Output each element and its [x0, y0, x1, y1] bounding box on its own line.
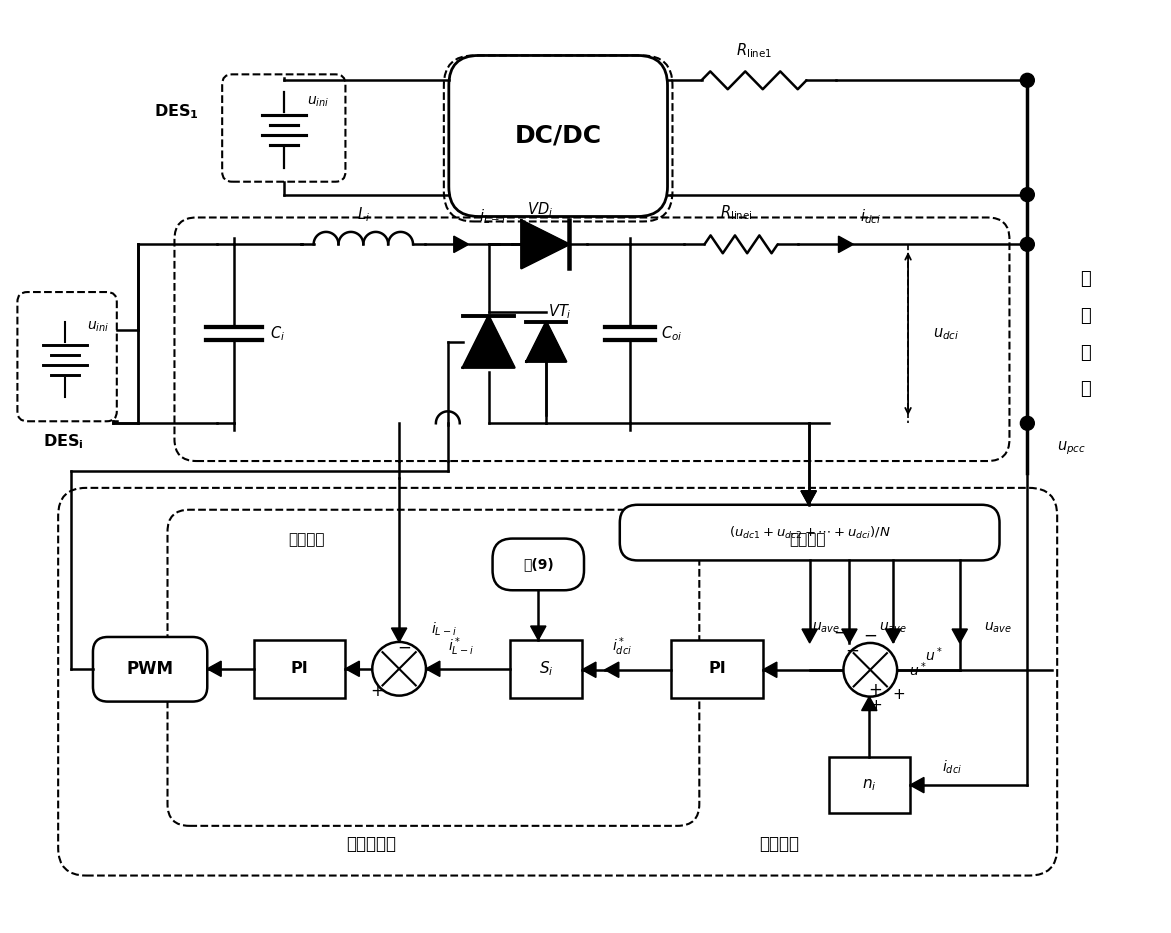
Text: PI: PI [708, 661, 726, 676]
Text: $n_i$: $n_i$ [862, 777, 877, 793]
Text: $C_{oi}$: $C_{oi}$ [660, 325, 683, 343]
Text: 式(9): 式(9) [523, 557, 554, 571]
Text: $u_{dci}$: $u_{dci}$ [933, 326, 959, 341]
Text: $i_{dci}$: $i_{dci}$ [860, 207, 881, 226]
Polygon shape [763, 662, 776, 677]
Polygon shape [454, 236, 468, 253]
Text: $R_{\rm linei}$: $R_{\rm linei}$ [720, 203, 753, 222]
Polygon shape [842, 629, 857, 643]
Text: $u_{ini}$: $u_{ini}$ [308, 95, 330, 109]
Polygon shape [862, 697, 877, 711]
Circle shape [1020, 237, 1034, 251]
Circle shape [372, 642, 426, 696]
Circle shape [843, 643, 897, 697]
Polygon shape [582, 662, 596, 677]
Circle shape [1020, 188, 1034, 202]
Polygon shape [952, 629, 967, 643]
Polygon shape [530, 626, 546, 640]
Text: $i_{L-i}$: $i_{L-i}$ [431, 620, 457, 638]
FancyBboxPatch shape [448, 55, 667, 216]
Text: $u_{ini}$: $u_{ini}$ [87, 320, 109, 334]
Polygon shape [801, 491, 816, 505]
Text: $+$: $+$ [370, 682, 384, 700]
Text: $u^*$: $u^*$ [909, 661, 927, 679]
Text: $(u_{dc1}+u_{dc2}+\cdots+u_{dci})/N$: $(u_{dc1}+u_{dc2}+\cdots+u_{dci})/N$ [728, 524, 891, 540]
Text: $S_i$: $S_i$ [539, 660, 554, 678]
Text: $C_i$: $C_i$ [271, 325, 286, 343]
Text: DC/DC: DC/DC [514, 124, 602, 148]
Text: $i_{L-i}$: $i_{L-i}$ [479, 207, 506, 226]
Text: $+$: $+$ [891, 687, 905, 703]
Polygon shape [426, 661, 440, 676]
Polygon shape [885, 629, 900, 643]
Polygon shape [391, 628, 406, 642]
Text: $u_{ave}$: $u_{ave}$ [984, 620, 1012, 635]
Text: $-$: $-$ [397, 638, 411, 656]
Text: $u_{ave}$: $u_{ave}$ [879, 620, 908, 635]
Text: 母: 母 [1080, 343, 1090, 362]
Polygon shape [207, 661, 221, 676]
Text: 电压外环: 电压外环 [759, 835, 799, 853]
Text: PWM: PWM [126, 661, 173, 678]
Text: 电压外环: 电压外环 [789, 532, 826, 547]
Text: $u_{ave}$: $u_{ave}$ [812, 620, 840, 635]
Polygon shape [802, 629, 817, 643]
Text: $R_{\rm line1}$: $R_{\rm line1}$ [735, 41, 772, 60]
Bar [511, 640, 582, 698]
Text: 流: 流 [1080, 307, 1090, 325]
Polygon shape [345, 661, 359, 676]
Polygon shape [910, 777, 924, 793]
Text: $+$: $+$ [869, 698, 882, 713]
Bar [254, 640, 345, 698]
Polygon shape [838, 236, 854, 253]
Text: PI: PI [290, 661, 309, 676]
Text: $i_{dci}^*$: $i_{dci}^*$ [611, 635, 632, 658]
Text: $i_{L-i}^*$: $i_{L-i}^*$ [447, 635, 474, 658]
Circle shape [1020, 74, 1034, 88]
Text: 双闭环控制: 双闭环控制 [347, 835, 396, 853]
Polygon shape [801, 491, 816, 505]
FancyBboxPatch shape [93, 637, 207, 702]
Text: $+$: $+$ [868, 681, 882, 699]
FancyBboxPatch shape [619, 505, 1000, 561]
FancyBboxPatch shape [493, 538, 584, 591]
Text: $u^*$: $u^*$ [925, 646, 943, 664]
Circle shape [1020, 416, 1034, 430]
Polygon shape [521, 220, 569, 268]
Polygon shape [463, 316, 514, 368]
Text: $u_{pcc}$: $u_{pcc}$ [1057, 439, 1086, 457]
Text: $-$: $-$ [834, 623, 848, 641]
Text: $\mathbf{DES_i}$: $\mathbf{DES_i}$ [43, 432, 83, 451]
Text: $i_{dci}$: $i_{dci}$ [941, 759, 961, 776]
Bar [671, 640, 763, 698]
Text: $VT_i$: $VT_i$ [548, 302, 571, 321]
Text: $-$: $-$ [845, 641, 860, 659]
Bar [829, 758, 910, 813]
Text: 直: 直 [1080, 271, 1090, 288]
Polygon shape [526, 322, 566, 362]
Text: 电流内环: 电流内环 [288, 532, 324, 547]
Text: 线: 线 [1080, 381, 1090, 398]
Polygon shape [605, 662, 618, 677]
Text: $-$: $-$ [863, 626, 877, 644]
Text: $\mathbf{DES_1}$: $\mathbf{DES_1}$ [155, 103, 199, 121]
Text: $VD_i$: $VD_i$ [527, 201, 554, 219]
Text: $L_i$: $L_i$ [357, 205, 370, 224]
